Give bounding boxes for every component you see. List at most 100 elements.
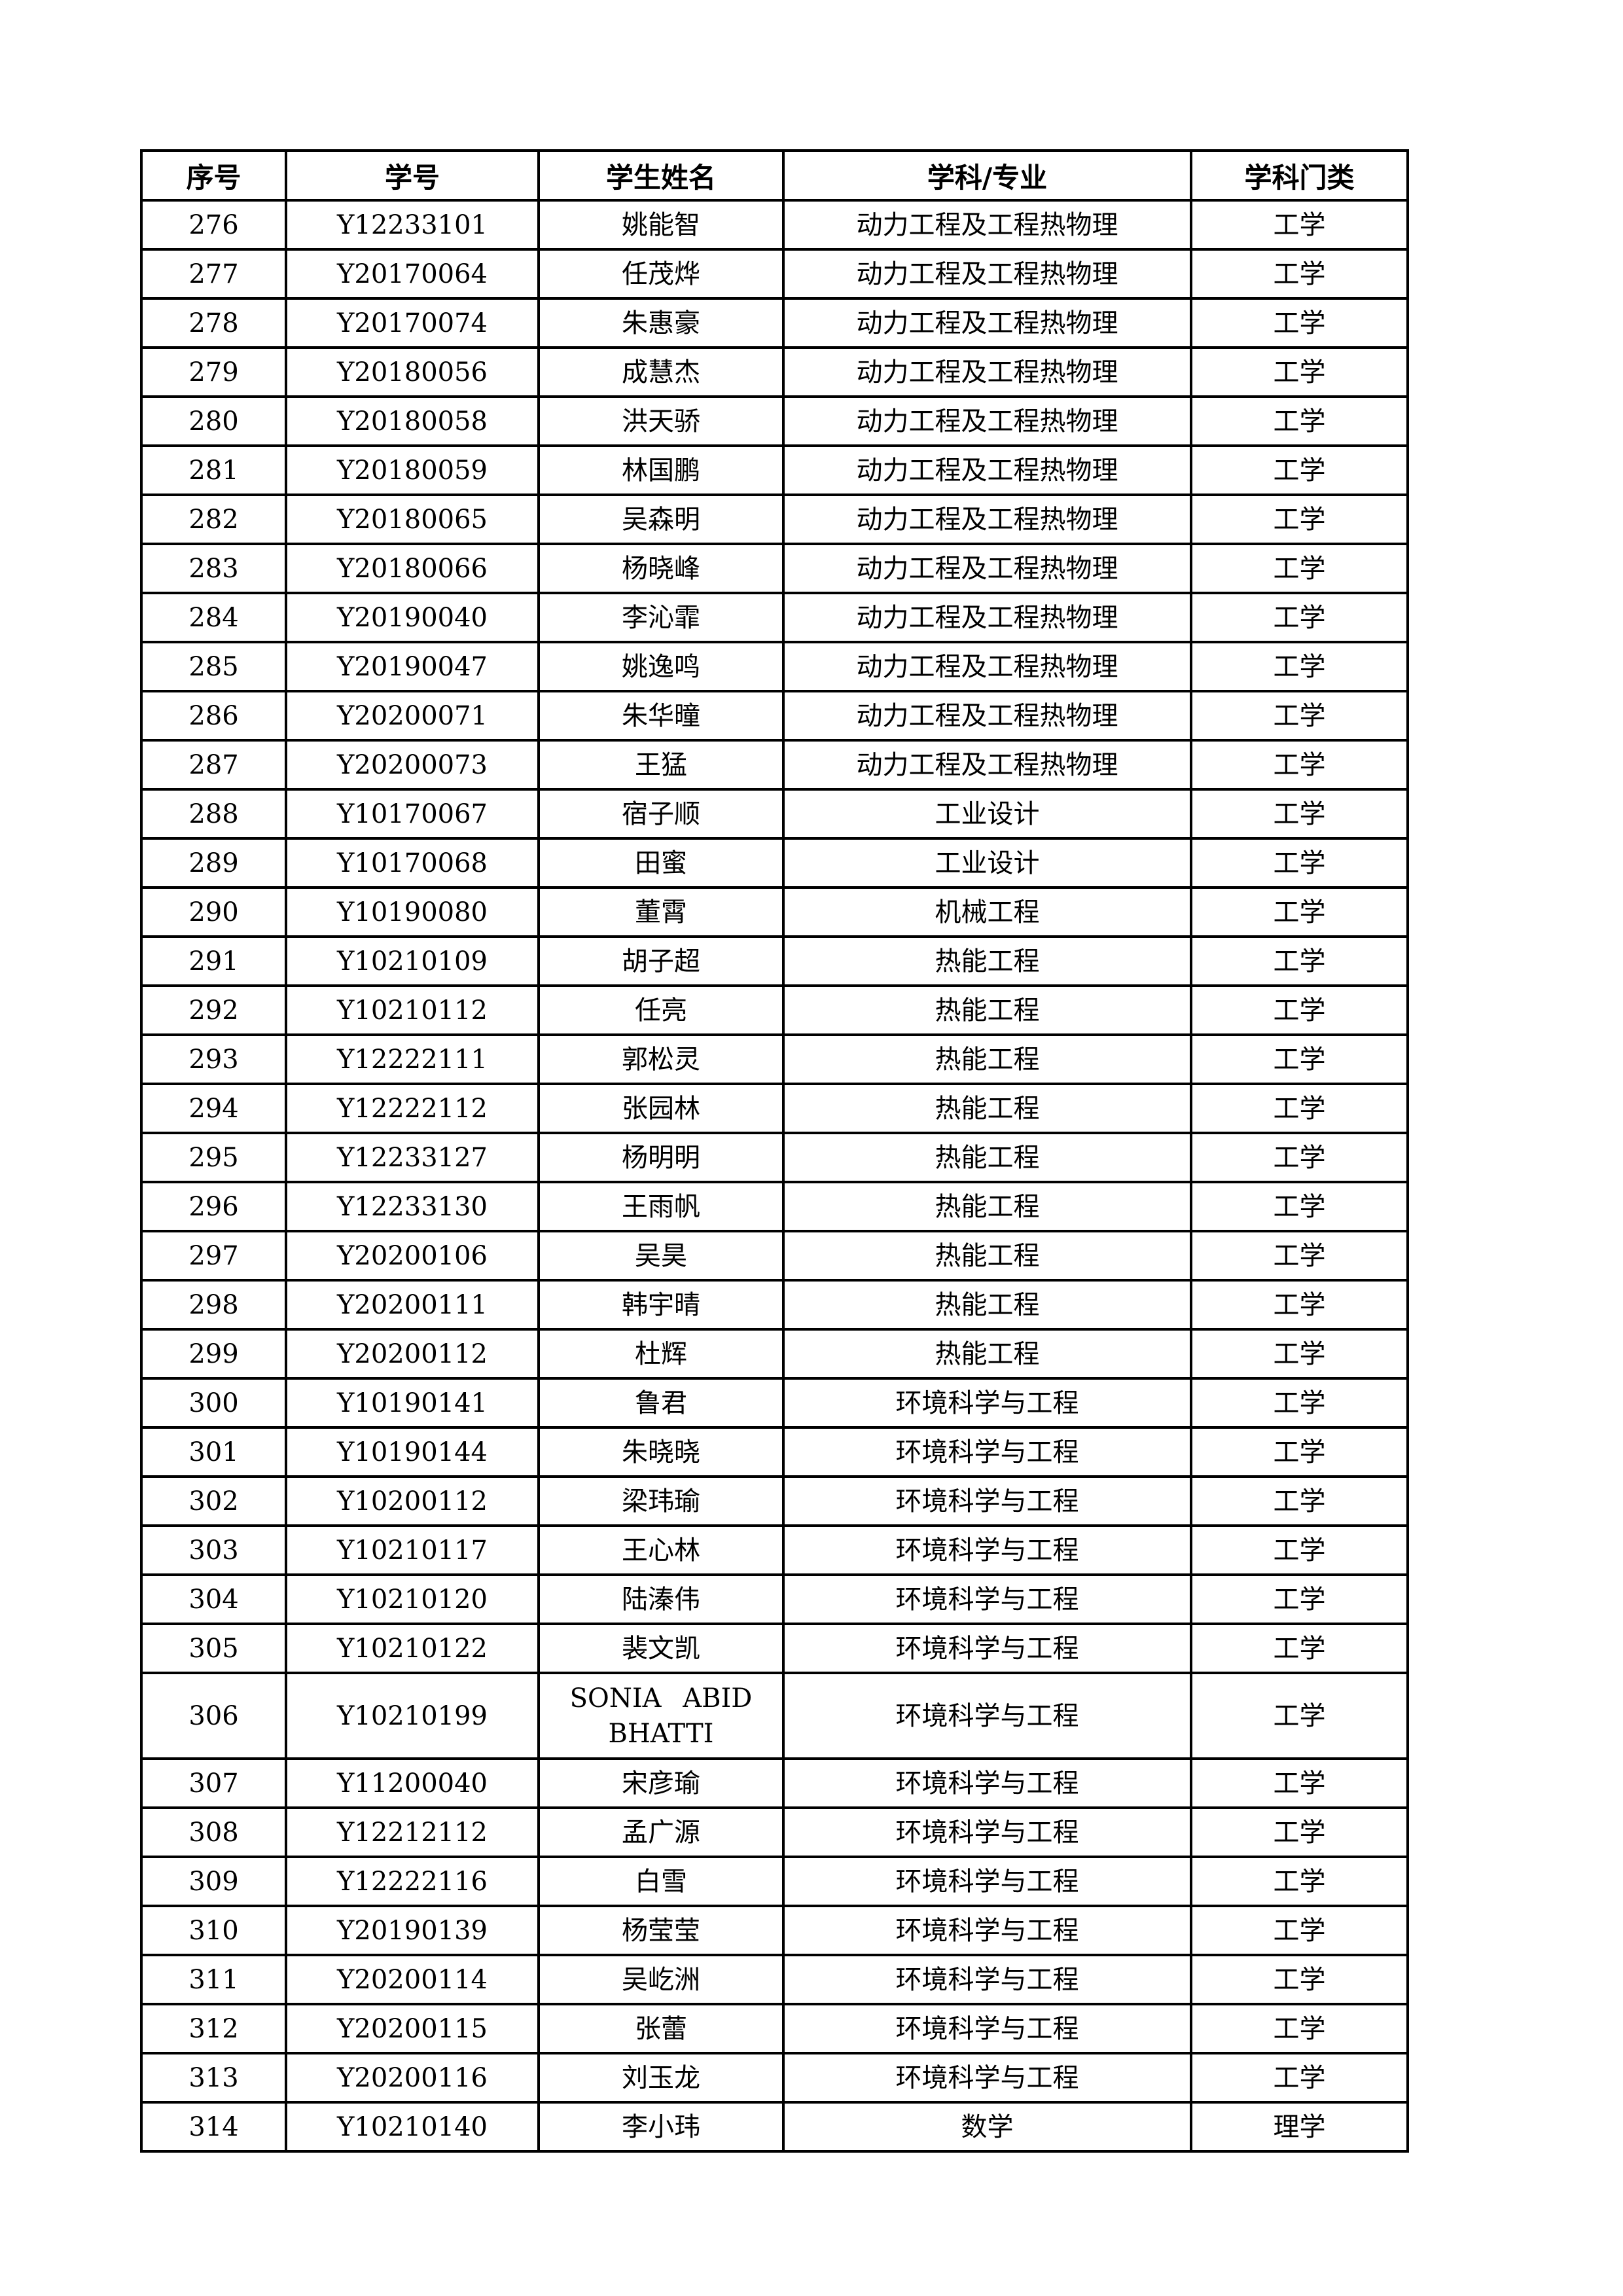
- cell-student-name: 鲁君: [537, 1377, 785, 1429]
- cell-student-id: Y20170064: [285, 248, 540, 300]
- cell-category: 工学: [1190, 199, 1409, 251]
- table-row: 277 Y20170064 任茂烨 动力工程及工程热物理 工学: [140, 248, 1409, 300]
- cell-student-id: Y10190080: [285, 886, 540, 938]
- cell-student-id: Y10210112: [285, 984, 540, 1036]
- cell-student-id: Y20180059: [285, 444, 540, 496]
- cell-major: 环境科学与工程: [782, 1573, 1192, 1625]
- cell-major: 动力工程及工程热物理: [782, 592, 1192, 643]
- cell-major: 热能工程: [782, 1328, 1192, 1380]
- cell-student-name: 王心林: [537, 1524, 785, 1576]
- cell-major: 动力工程及工程热物理: [782, 641, 1192, 692]
- cell-category: 工学: [1190, 1757, 1409, 1809]
- cell-student-id: Y10190141: [285, 1377, 540, 1429]
- table-body: 276 Y12233101 姚能智 动力工程及工程热物理 工学 277 Y20170064 任…: [140, 199, 1409, 2153]
- cell-category: 工学: [1190, 248, 1409, 300]
- cell-index: 296: [140, 1181, 287, 1232]
- table-row: 281 Y20180059 林国鹏 动力工程及工程热物理 工学: [140, 444, 1409, 496]
- cell-major: 环境科学与工程: [782, 1806, 1192, 1858]
- cell-index: 292: [140, 984, 287, 1036]
- header-index: 序号: [140, 149, 287, 202]
- cell-major: 环境科学与工程: [782, 2003, 1192, 2054]
- cell-index: 299: [140, 1328, 287, 1380]
- cell-category: 工学: [1190, 592, 1409, 643]
- cell-student-name: 林国鹏: [537, 444, 785, 496]
- cell-category: 工学: [1190, 1181, 1409, 1232]
- cell-index: 304: [140, 1573, 287, 1625]
- cell-student-id: Y20180058: [285, 395, 540, 447]
- cell-category: 工学: [1190, 690, 1409, 742]
- cell-major: 环境科学与工程: [782, 1856, 1192, 1907]
- cell-student-id: Y20200115: [285, 2003, 540, 2054]
- cell-major: 热能工程: [782, 1033, 1192, 1085]
- cell-student-name: 杨明明: [537, 1132, 785, 1183]
- cell-category: 工学: [1190, 1083, 1409, 1134]
- cell-student-id: Y20190139: [285, 1905, 540, 1956]
- cell-student-name: 任茂烨: [537, 248, 785, 300]
- cell-major: 环境科学与工程: [782, 1954, 1192, 2005]
- cell-major: 环境科学与工程: [782, 2052, 1192, 2104]
- cell-category: 工学: [1190, 788, 1409, 840]
- student-list-table: 序号 学号 学生姓名 学科/专业 学科门类 276 Y12233101 姚能智 动力工…: [140, 149, 1409, 2153]
- cell-major: 热能工程: [782, 935, 1192, 987]
- cell-category: 工学: [1190, 935, 1409, 987]
- cell-index: 306: [140, 1672, 287, 1760]
- cell-category: 工学: [1190, 1524, 1409, 1576]
- cell-student-id: Y10190144: [285, 1426, 540, 1478]
- cell-student-id: Y20200071: [285, 690, 540, 742]
- cell-major: 环境科学与工程: [782, 1426, 1192, 1478]
- table-row: 303 Y10210117 王心林 环境科学与工程 工学: [140, 1524, 1409, 1576]
- cell-major: 动力工程及工程热物理: [782, 739, 1192, 791]
- cell-student-name: 姚能智: [537, 199, 785, 251]
- cell-student-id: Y20170074: [285, 297, 540, 349]
- cell-major: 热能工程: [782, 1181, 1192, 1232]
- cell-student-id: Y12222112: [285, 1083, 540, 1134]
- cell-index: 284: [140, 592, 287, 643]
- cell-student-id: Y20200073: [285, 739, 540, 791]
- cell-index: 281: [140, 444, 287, 496]
- cell-student-id: Y20180056: [285, 346, 540, 398]
- cell-student-name: 成慧杰: [537, 346, 785, 398]
- cell-index: 290: [140, 886, 287, 938]
- table-row: 314 Y10210140 李小玮 数学 理学: [140, 2101, 1409, 2153]
- cell-student-name: 朱晓晓: [537, 1426, 785, 1478]
- cell-student-id: Y10210109: [285, 935, 540, 987]
- cell-category: 工学: [1190, 641, 1409, 692]
- cell-major: 动力工程及工程热物理: [782, 395, 1192, 447]
- cell-major: 环境科学与工程: [782, 1672, 1192, 1760]
- cell-student-id: Y10170067: [285, 788, 540, 840]
- cell-student-name: 吴森明: [537, 493, 785, 545]
- table-row: 295 Y12233127 杨明明 热能工程 工学: [140, 1132, 1409, 1183]
- cell-student-name: 杜辉: [537, 1328, 785, 1380]
- cell-category: 工学: [1190, 1377, 1409, 1429]
- table-row: 304 Y10210120 陆溱伟 环境科学与工程 工学: [140, 1573, 1409, 1625]
- cell-index: 276: [140, 199, 287, 251]
- table-row: 306 Y10210199 SONIA ABID BHATTI 环境科学与工程 工学: [140, 1672, 1409, 1760]
- cell-category: 工学: [1190, 493, 1409, 545]
- cell-major: 环境科学与工程: [782, 1524, 1192, 1576]
- cell-major: 动力工程及工程热物理: [782, 444, 1192, 496]
- cell-index: 305: [140, 1623, 287, 1674]
- cell-student-name: 王雨帆: [537, 1181, 785, 1232]
- cell-index: 310: [140, 1905, 287, 1956]
- cell-student-id: Y10170068: [285, 837, 540, 889]
- cell-category: 工学: [1190, 1328, 1409, 1380]
- cell-category: 工学: [1190, 1230, 1409, 1282]
- cell-index: 313: [140, 2052, 287, 2104]
- cell-category: 工学: [1190, 444, 1409, 496]
- cell-category: 工学: [1190, 297, 1409, 349]
- table-row: 301 Y10190144 朱晓晓 环境科学与工程 工学: [140, 1426, 1409, 1478]
- cell-index: 307: [140, 1757, 287, 1809]
- cell-category: 工学: [1190, 346, 1409, 398]
- table-row: 307 Y11200040 宋彦瑜 环境科学与工程 工学: [140, 1757, 1409, 1809]
- cell-student-id: Y10210117: [285, 1524, 540, 1576]
- header-student-name: 学生姓名: [537, 149, 785, 202]
- table-row: 282 Y20180065 吴森明 动力工程及工程热物理 工学: [140, 493, 1409, 545]
- table-row: 300 Y10190141 鲁君 环境科学与工程 工学: [140, 1377, 1409, 1429]
- cell-category: 工学: [1190, 395, 1409, 447]
- cell-student-name: 杨晓峰: [537, 543, 785, 594]
- cell-category: 工学: [1190, 1856, 1409, 1907]
- cell-major: 机械工程: [782, 886, 1192, 938]
- cell-category: 工学: [1190, 1672, 1409, 1760]
- cell-category: 工学: [1190, 1426, 1409, 1478]
- cell-student-id: Y20200106: [285, 1230, 540, 1282]
